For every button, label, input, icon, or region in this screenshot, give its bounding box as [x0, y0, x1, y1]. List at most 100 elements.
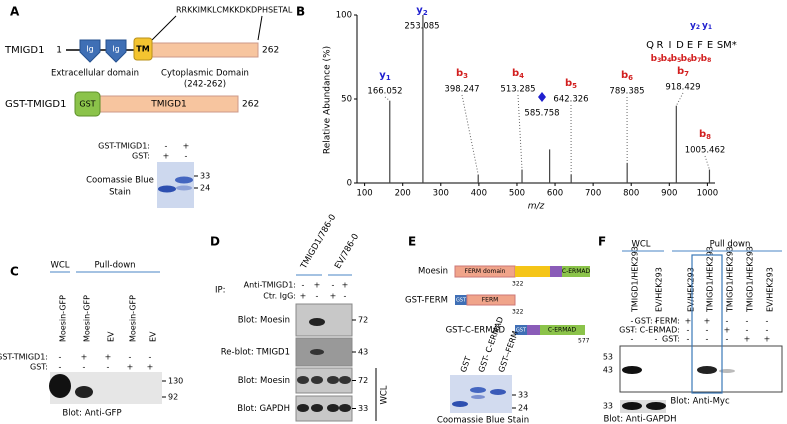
label: WCL — [50, 261, 69, 271]
lane-sign: - — [726, 317, 729, 326]
lane-label: Moesin-GFP — [129, 295, 138, 342]
ion-name: y — [379, 70, 386, 81]
b-ion: b8 — [701, 54, 712, 64]
panel-label: A — [10, 5, 20, 19]
lane-label: Moesin-GFP — [83, 295, 92, 342]
blot — [295, 303, 353, 337]
row-label: GST: — [30, 363, 48, 372]
ion-name: b — [691, 54, 698, 64]
lane-sign: - — [655, 317, 658, 326]
lane-sign: - — [746, 326, 749, 335]
lane-sign: - — [631, 335, 634, 344]
band — [697, 366, 717, 374]
label: Coomassie Blue Stain — [437, 416, 529, 424]
shape — [540, 325, 585, 335]
lane-sign: + — [127, 363, 134, 372]
label: C-ERMAD — [548, 327, 577, 334]
shape — [527, 325, 540, 335]
group-label: EV/786-0 — [333, 232, 361, 271]
band — [311, 404, 323, 412]
ion-name: b — [671, 54, 678, 64]
shape — [562, 266, 590, 277]
lane-sign: - — [706, 335, 709, 344]
line — [257, 15, 263, 41]
ion-name: b — [699, 129, 706, 140]
lane-sign: + — [147, 363, 154, 372]
band — [622, 366, 642, 374]
lane-sign: + — [764, 335, 771, 344]
band — [471, 395, 485, 399]
line — [151, 15, 177, 41]
row-label: Ctr. IgG: — [263, 292, 296, 301]
label: GST-FERM — [405, 296, 448, 306]
y-ion: y1 — [702, 21, 712, 31]
ion-label: b6 — [621, 70, 633, 82]
residue: E — [707, 40, 713, 51]
lane-sign: - — [687, 335, 690, 344]
panel-label: F — [598, 235, 606, 249]
precursor-marker — [538, 92, 546, 102]
x-tick-label: 100 — [356, 189, 372, 199]
mz-label: 585.758 — [524, 109, 559, 119]
b-ion: b6 — [681, 54, 692, 64]
ion-name: y — [702, 21, 708, 31]
ion-label: b3 — [456, 68, 468, 80]
x-tick-label: 1000 — [697, 189, 719, 199]
residue: R — [657, 40, 664, 51]
label: 24 — [518, 404, 528, 413]
band — [470, 387, 486, 393]
ion-index: 4 — [667, 57, 671, 64]
label: Stain — [109, 188, 131, 198]
lane-sign: + — [685, 317, 692, 326]
label: 262 — [262, 46, 279, 56]
lane-sign: + — [183, 142, 190, 151]
mz-label: 513.285 — [500, 85, 535, 95]
band — [646, 402, 666, 410]
lane-sign: + — [724, 326, 731, 335]
label: Blot: Moesin — [238, 316, 290, 326]
residue: I — [669, 40, 672, 51]
ion-index: 2 — [696, 24, 700, 31]
mz-label: 789.385 — [609, 87, 644, 97]
lane-sign: - — [746, 317, 749, 326]
panel-label: C — [10, 265, 19, 279]
label: Ig — [112, 45, 119, 54]
label: 24 — [200, 184, 210, 193]
label: 33 — [603, 402, 613, 411]
ig-domain — [105, 39, 127, 63]
ion-name: b — [621, 70, 628, 81]
lane-sign: + — [704, 317, 711, 326]
label: 130 — [168, 377, 183, 386]
lane-sign: - — [59, 363, 62, 372]
residue: S — [717, 40, 723, 51]
lane-sign: - — [107, 363, 110, 372]
ion-index: 4 — [519, 72, 524, 80]
lane-sign: - — [83, 363, 86, 372]
label: 1 — [56, 46, 62, 56]
b-ion: b3 — [651, 54, 662, 64]
label: Extracellular domain — [51, 69, 139, 79]
ion-label: b5 — [565, 78, 577, 90]
ion-index: 3 — [657, 57, 661, 64]
residue: D — [676, 40, 684, 51]
label: 322 — [512, 309, 524, 316]
y-tick-label: 50 — [341, 95, 352, 105]
shape — [515, 325, 527, 335]
y-ion: y2 — [690, 21, 700, 31]
label: 33 — [518, 391, 528, 400]
band — [297, 376, 309, 384]
lane-label: GST--FERM — [497, 330, 520, 374]
band — [490, 389, 506, 395]
ion-name: b — [677, 66, 684, 77]
band — [339, 404, 351, 412]
highlight-box — [691, 254, 723, 394]
band — [297, 404, 309, 412]
row-label: Anti-TMIGD1: — [244, 281, 296, 290]
lane-sign: - — [706, 326, 709, 335]
shape — [455, 295, 467, 305]
protein-name: TMIGD1 — [4, 45, 45, 56]
ion-name: b — [512, 68, 519, 79]
gel — [157, 162, 194, 208]
x-tick-label: 700 — [585, 189, 601, 199]
x-tick-label: 600 — [547, 189, 563, 199]
